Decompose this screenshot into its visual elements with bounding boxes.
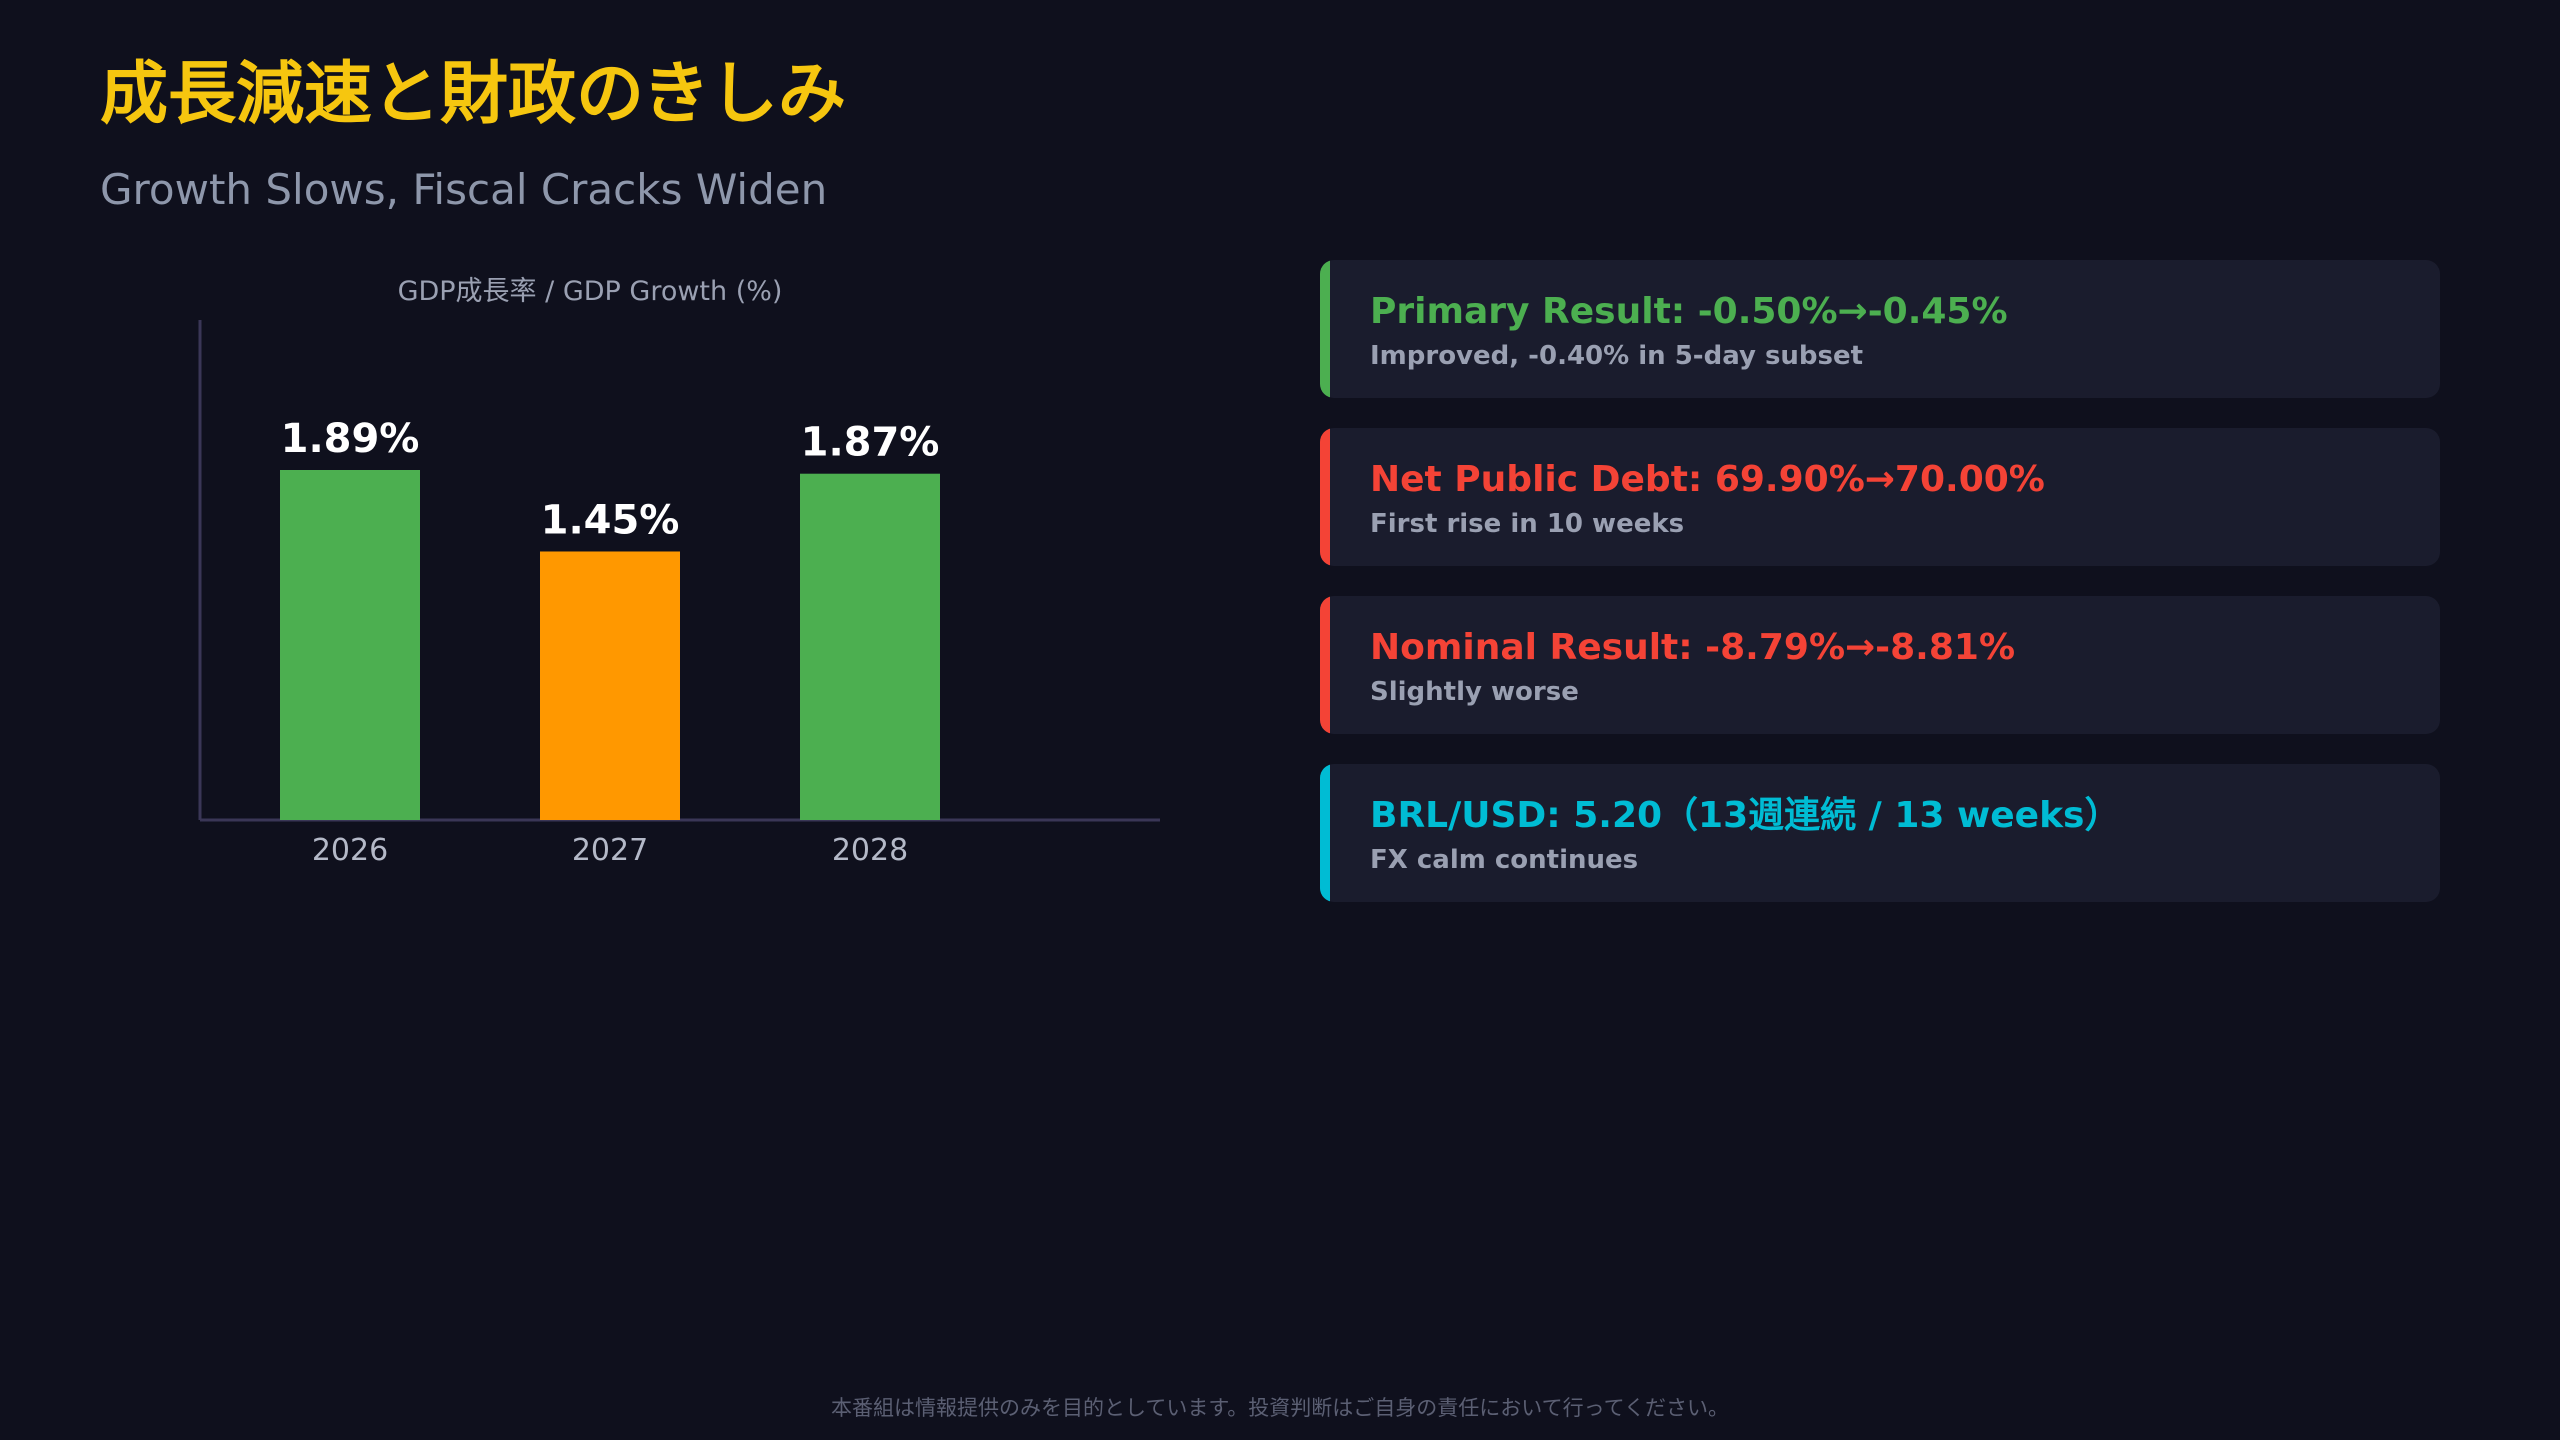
disclaimer: 本番組は情報提供のみを目的としています。投資判断はご自身の責任において行ってくだ… bbox=[831, 1396, 1729, 1420]
bar-2028 bbox=[800, 473, 940, 820]
card-brl-usd: BRL/USD: 5.20（13週連続 / 13 weeks） FX calm … bbox=[1320, 764, 2440, 902]
bar-2026 bbox=[280, 470, 420, 820]
x-tick-label-2028: 2028 bbox=[832, 833, 908, 868]
bar-2027 bbox=[540, 551, 680, 820]
x-tick-label-2027: 2027 bbox=[572, 833, 648, 868]
indicator-cards: Primary Result: -0.50%→-0.45% Improved, … bbox=[1320, 260, 2440, 932]
chart-svg: GDP成長率 / GDP Growth (%) 1.89% 2026 1.45% 20… bbox=[198, 276, 1160, 868]
page-subtitle: Growth Slows, Fiscal Cracks Widen bbox=[100, 165, 828, 214]
bars-group: 1.89% 2026 1.45% 2027 1.87% 2028 bbox=[280, 416, 940, 868]
card-heading: Primary Result: -0.50%→-0.45% bbox=[1370, 291, 2008, 332]
card-primary-result: Primary Result: -0.50%→-0.45% Improved, … bbox=[1320, 260, 2440, 398]
card-net-public-debt: Net Public Debt: 69.90%→70.00% First ris… bbox=[1320, 428, 2440, 566]
data-label-2028: 1.87% bbox=[801, 420, 940, 466]
card-accent-bar bbox=[1320, 428, 1330, 566]
data-label-2026: 1.89% bbox=[281, 416, 420, 462]
card-heading: BRL/USD: 5.20（13週連続 / 13 weeks） bbox=[1370, 795, 2121, 836]
card-accent-bar bbox=[1320, 260, 1330, 398]
card-detail: FX calm continues bbox=[1370, 845, 1639, 876]
chart-title: GDP成長率 / GDP Growth (%) bbox=[398, 276, 783, 307]
card-heading: Net Public Debt: 69.90%→70.00% bbox=[1370, 459, 2045, 500]
page-title: 成長減速と財政のきしみ bbox=[100, 55, 846, 134]
gdp-growth-chart: GDP成長率 / GDP Growth (%) 1.89% 2026 1.45% 20… bbox=[160, 270, 1180, 890]
card-detail: Slightly worse bbox=[1370, 677, 1579, 708]
data-label-2027: 1.45% bbox=[541, 497, 680, 543]
card-detail: Improved, -0.40% in 5-day subset bbox=[1370, 341, 1864, 372]
card-accent-bar bbox=[1320, 764, 1330, 902]
card-heading: Nominal Result: -8.79%→-8.81% bbox=[1370, 627, 2016, 668]
x-tick-label-2026: 2026 bbox=[312, 833, 388, 868]
card-accent-bar bbox=[1320, 596, 1330, 734]
card-detail: First rise in 10 weeks bbox=[1370, 509, 1685, 540]
card-nominal-result: Nominal Result: -8.79%→-8.81% Slightly w… bbox=[1320, 596, 2440, 734]
